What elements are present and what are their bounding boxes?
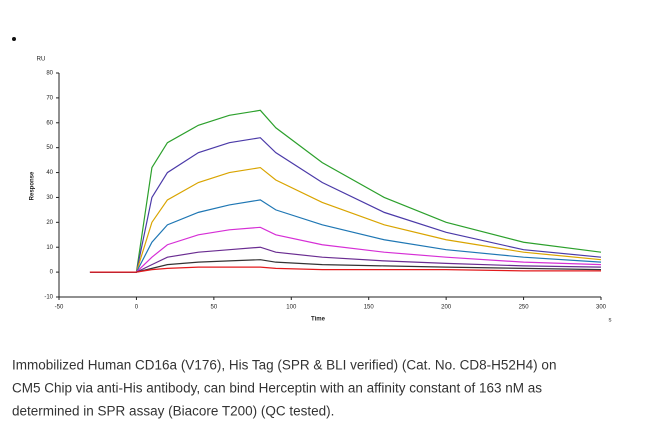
caption: Immobilized Human CD16a (V176), His Tag …: [12, 358, 556, 419]
y-tick-label: 80: [46, 71, 53, 77]
data-line: [89, 166, 602, 273]
data-line: [89, 137, 602, 273]
x-tick-label: 300: [596, 305, 607, 311]
caption-line: determined in SPR assay (Biacore T200) (…: [12, 404, 334, 419]
y-tick-label: 30: [46, 195, 53, 201]
y-tick-label: -10: [44, 295, 53, 301]
x-unit: s: [609, 318, 612, 324]
y-tick-label: 20: [46, 220, 53, 226]
data-line: [89, 266, 601, 273]
x-tick-label: 250: [519, 305, 530, 311]
y-axis-label: Response: [30, 171, 36, 200]
y-tick-label: 40: [46, 170, 53, 176]
x-axis-label: Time: [311, 317, 326, 323]
x-tick-label: 50: [211, 305, 218, 311]
y-unit: RU: [37, 57, 46, 63]
data-line: [89, 246, 602, 273]
data-line: [89, 109, 602, 273]
y-tick-label: 50: [46, 145, 53, 151]
x-tick-label: 200: [441, 305, 452, 311]
bullet: [12, 37, 16, 41]
y-tick-label: 70: [46, 95, 53, 101]
y-tick-label: 60: [46, 120, 53, 126]
x-tick-label: -50: [55, 305, 64, 311]
caption-line: CM5 Chip via anti-His antibody, can bind…: [12, 381, 542, 396]
x-tick-label: 100: [286, 305, 297, 311]
x-tick-label: 0: [135, 305, 139, 311]
y-tick-label: 0: [50, 270, 54, 276]
data-line: [89, 259, 602, 273]
y-tick-label: 10: [46, 245, 53, 251]
caption-line: Immobilized Human CD16a (V176), His Tag …: [12, 358, 556, 373]
data-line: [89, 199, 602, 273]
x-tick-label: 150: [364, 305, 375, 311]
data-line: [89, 226, 602, 273]
